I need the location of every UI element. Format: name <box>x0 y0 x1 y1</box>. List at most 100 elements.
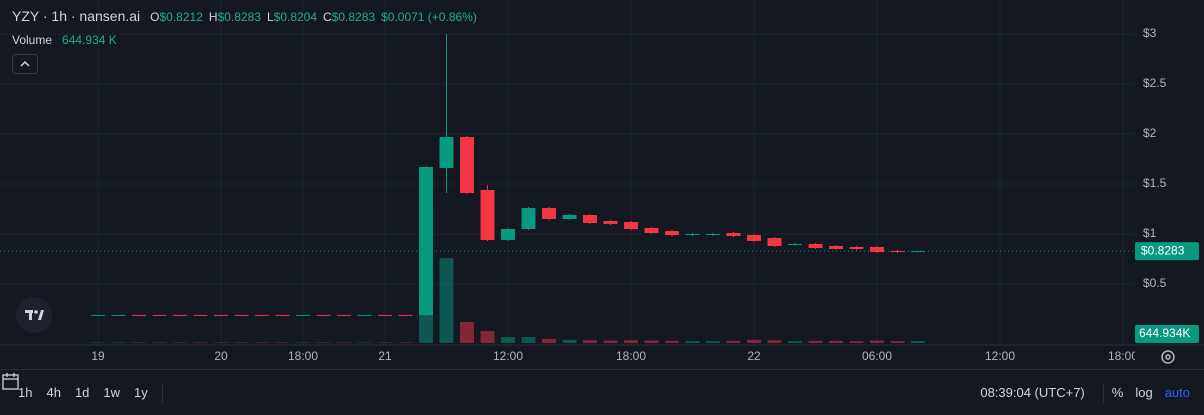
candle-body <box>665 231 679 235</box>
calendar <box>2 374 19 390</box>
volume-bar <box>603 340 618 343</box>
candle-body <box>911 251 925 253</box>
volume-bar <box>132 342 146 344</box>
candle-body <box>296 314 310 316</box>
scale-option[interactable]: auto <box>1164 385 1190 400</box>
volume-bar <box>439 258 454 343</box>
volume-bar <box>193 342 208 344</box>
candle-body <box>767 238 782 246</box>
candle-body <box>542 208 556 219</box>
y-tick-label: $1 <box>1143 226 1157 240</box>
scale-option[interactable]: log <box>1135 385 1153 400</box>
candle-body <box>480 190 495 240</box>
chevron <box>20 60 30 67</box>
volume-title: Volume <box>12 33 53 47</box>
volume-bar <box>398 342 413 344</box>
volume-bar <box>542 338 556 343</box>
volume-legend: Volume 644.934 K <box>12 33 117 47</box>
candle-body <box>849 247 864 249</box>
logo-part <box>34 310 38 314</box>
volume-bar <box>173 342 187 344</box>
x-tick-label: 12:00 <box>985 349 1015 363</box>
collapse-icon[interactable] <box>13 55 37 73</box>
interval-button[interactable]: 1h <box>18 385 33 400</box>
candle-body <box>747 235 761 241</box>
ohlc-value: $0.8283 <box>217 10 261 24</box>
symbol-title[interactable]: YZY · 1h · nansen.ai <box>12 8 141 24</box>
volume-bar <box>91 342 105 344</box>
interval-button[interactable]: 1d <box>74 385 90 400</box>
collapse-button[interactable] <box>12 54 38 74</box>
last-price-label: $0.8283 <box>1141 243 1185 257</box>
candle-body <box>152 314 167 316</box>
interval-button[interactable]: 1y <box>134 385 148 400</box>
x-tick-label: 20 <box>214 349 228 363</box>
ohlc-key: C <box>323 10 332 24</box>
volume-bar <box>378 342 392 344</box>
tv-logo[interactable] <box>16 297 52 333</box>
volume-bar <box>911 340 925 343</box>
x-tick-label: 18:00 <box>616 349 646 363</box>
volume-bar <box>726 340 741 343</box>
ohlc-item: C$0.8283 <box>323 9 375 24</box>
chart: 19 20 18:00 21 12:00 18:00 22 06:00 12:00 18:00 $… <box>0 0 1204 364</box>
volume-bar <box>788 341 802 343</box>
candle-body <box>214 314 228 316</box>
x-tick-label: 18:00 <box>1108 349 1138 363</box>
volume-bar <box>111 342 126 344</box>
candle-body <box>173 314 187 316</box>
interval-button[interactable]: 1w <box>103 385 121 400</box>
settings-gear-center[interactable] <box>1165 354 1171 360</box>
scale-option[interactable]: % <box>1111 385 1124 400</box>
legend-header: YZY · 1h · nansen.ai O$0.8212 H$0.8283 L$0… <box>12 8 477 24</box>
volume-bar <box>501 337 515 343</box>
volume-bar <box>357 342 372 344</box>
candle-body <box>685 234 700 235</box>
volume-bar <box>849 341 864 343</box>
candle-body <box>378 314 392 316</box>
candle-body <box>91 314 105 316</box>
candle-body <box>398 314 413 316</box>
candle-body <box>501 229 515 240</box>
x-tick-label: 06:00 <box>862 349 892 363</box>
ohlc-key: L <box>266 10 274 24</box>
price-axis-panel <box>1135 0 1204 345</box>
ohlc-item: L$0.8204 <box>267 9 317 24</box>
logo-part <box>29 310 32 320</box>
volume-bar <box>808 340 823 343</box>
y-tick-label: $2 <box>1143 126 1157 140</box>
x-tick-label: 12:00 <box>493 349 523 363</box>
ohlc-key: O <box>150 10 160 24</box>
volume-bar <box>275 342 290 344</box>
volume-bar <box>521 337 536 343</box>
volume-bar <box>480 331 495 343</box>
settings-gear[interactable] <box>1161 350 1175 364</box>
ohlc-key: H <box>208 10 218 24</box>
clock[interactable]: 08:39:04 (UTC+7) <box>980 385 1085 400</box>
candle-body <box>603 221 618 224</box>
volume-bar <box>255 342 269 344</box>
last-price-tag <box>1135 242 1199 261</box>
candle-body <box>255 314 269 316</box>
scale-options: % log auto <box>1112 385 1190 400</box>
candle-body <box>870 247 884 252</box>
candle-body <box>111 314 126 316</box>
y-tick-label: $1.5 <box>1143 176 1167 190</box>
settings-icon[interactable] <box>1161 350 1175 364</box>
interval-buttons: 1h 4h 1d 1w 1y <box>18 385 148 400</box>
x-tick-label: 18:00 <box>288 349 318 363</box>
volume-bar <box>152 342 167 344</box>
candle-body <box>644 228 659 233</box>
ohlc-item: H$0.8283 <box>209 9 261 24</box>
interval-button[interactable]: 4h <box>46 385 61 400</box>
x-tick-label: 21 <box>378 349 392 363</box>
date-range-icon[interactable] <box>0 370 22 392</box>
y-tick-label: $0.5 <box>1143 276 1167 290</box>
separator <box>1102 382 1104 403</box>
candle-body <box>460 137 474 193</box>
candle-body <box>337 314 351 316</box>
volume-bar <box>460 321 474 343</box>
volume-bar <box>890 341 905 343</box>
candle-body <box>132 314 146 316</box>
